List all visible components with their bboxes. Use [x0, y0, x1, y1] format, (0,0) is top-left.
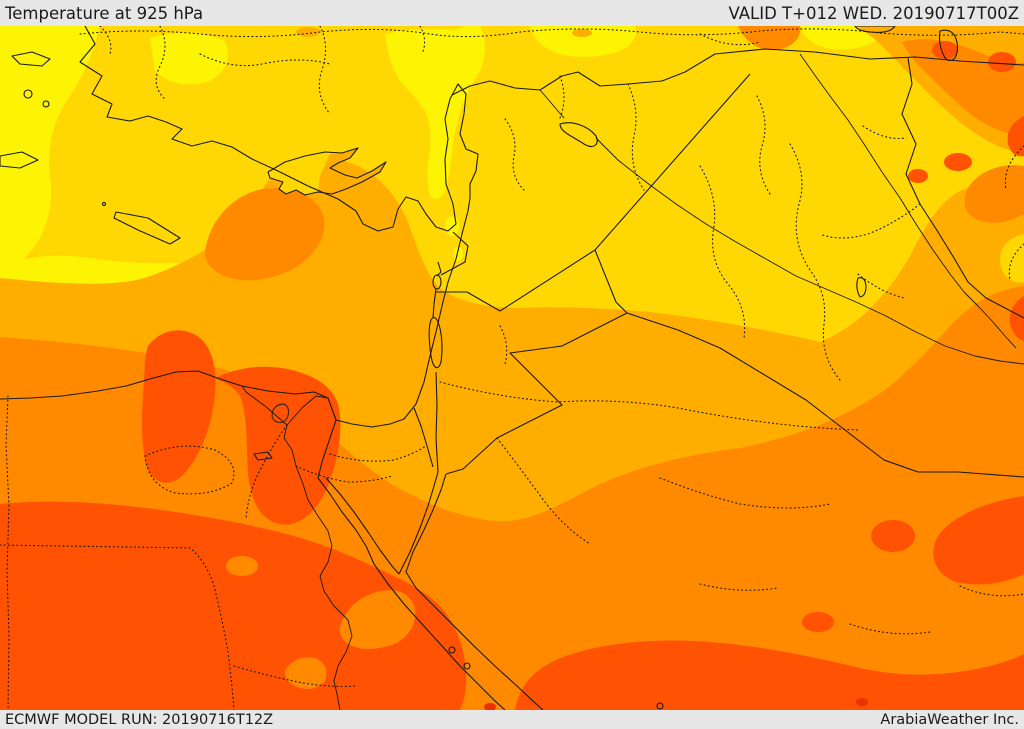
map-canvas [0, 26, 1024, 710]
map-title: Temperature at 925 hPa [5, 3, 204, 23]
country-border-layer [413, 48, 1024, 478]
model-run-label: ECMWF MODEL RUN: 20190716T12Z [5, 711, 274, 728]
temperature-map [0, 26, 1024, 710]
attribution-label: ArabiaWeather Inc. [880, 711, 1019, 728]
river-layer [241, 53, 1024, 710]
band-hot-layer [0, 41, 1024, 710]
admin-border-dotted-layer [0, 26, 1024, 710]
band-hottest-spots [484, 698, 868, 710]
cyprus-island [268, 148, 386, 195]
valid-time-label: VALID T+012 WED. 20190717T00Z [728, 3, 1019, 23]
map-footer-bar: ECMWF MODEL RUN: 20190716T12Z ArabiaWeat… [0, 710, 1024, 729]
map-header-bar: Temperature at 925 hPa VALID T+012 WED. … [0, 0, 1024, 26]
coastline-layer [0, 26, 959, 710]
